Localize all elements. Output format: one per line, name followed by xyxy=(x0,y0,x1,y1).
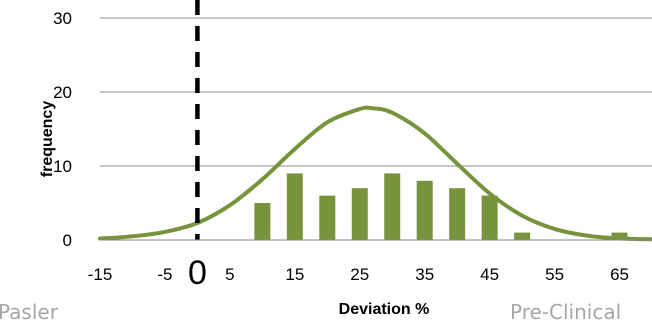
x-tick-65: 65 xyxy=(610,265,629,284)
reference-line-label: 0 xyxy=(188,254,207,292)
bar-25 xyxy=(351,188,368,240)
y-tick-0: 0 xyxy=(63,231,72,250)
footer-left-text: Pasler xyxy=(0,300,58,324)
x-tick-15: 15 xyxy=(285,265,304,284)
x-tick-labels: -15 -5 5 15 25 35 45 55 65 xyxy=(88,265,629,284)
bar-50 xyxy=(514,232,531,240)
y-axis-title: frequency xyxy=(39,101,56,178)
footer-right-text: Pre-Clinical xyxy=(510,300,622,324)
x-tick--15: -15 xyxy=(88,265,113,284)
x-tick-5: 5 xyxy=(225,265,234,284)
x-tick-25: 25 xyxy=(350,265,369,284)
y-tick-labels: 0 10 20 30 xyxy=(53,9,72,250)
bar-40 xyxy=(449,188,466,240)
bar-10 xyxy=(254,203,271,240)
bar-15 xyxy=(286,173,303,240)
bar-45 xyxy=(481,195,498,240)
x-axis-title: Deviation % xyxy=(339,301,430,318)
y-tick-30: 30 xyxy=(53,9,72,28)
distribution-curve xyxy=(98,105,652,242)
x-tick-55: 55 xyxy=(545,265,564,284)
y-tick-10: 10 xyxy=(53,157,72,176)
x-tick-45: 45 xyxy=(480,265,499,284)
bar-35 xyxy=(416,180,433,240)
bar-30 xyxy=(384,173,401,240)
bar-20 xyxy=(319,195,336,240)
bars xyxy=(254,173,628,240)
bar-65 xyxy=(611,232,628,240)
gridlines xyxy=(100,17,652,167)
x-tick-35: 35 xyxy=(415,265,434,284)
x-tick--5: -5 xyxy=(157,265,172,284)
y-tick-20: 20 xyxy=(53,83,72,102)
